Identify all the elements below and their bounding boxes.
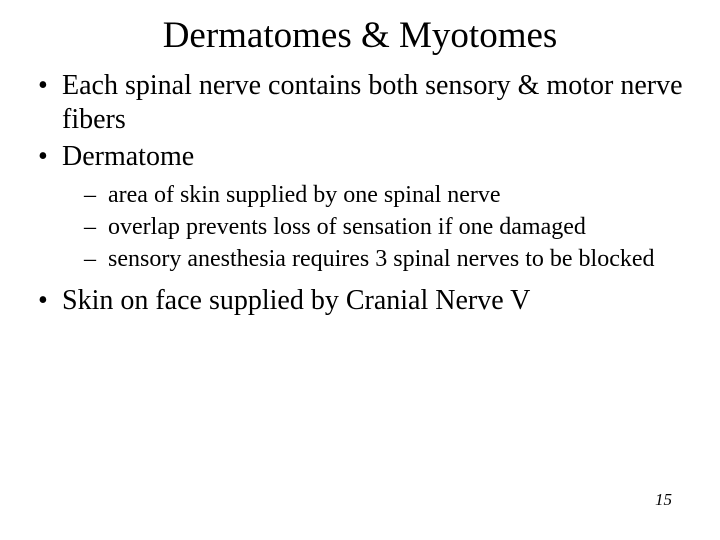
page-number: 15 <box>655 490 672 510</box>
bullet-item: Skin on face supplied by Cranial Nerve V <box>34 284 690 318</box>
bullet-text: Dermatome <box>62 141 194 172</box>
sub-bullet-item: area of skin supplied by one spinal nerv… <box>82 180 690 210</box>
bullet-item: Dermatome area of skin supplied by one s… <box>34 140 690 274</box>
sub-bullet-list: area of skin supplied by one spinal nerv… <box>82 180 690 274</box>
slide-title: Dermatomes & Myotomes <box>0 0 720 69</box>
sub-bullet-item: overlap prevents loss of sensation if on… <box>82 212 690 242</box>
bullet-item: Each spinal nerve contains both sensory … <box>34 69 690 136</box>
sub-bullet-item: sensory anesthesia requires 3 spinal ner… <box>82 244 690 274</box>
slide: Dermatomes & Myotomes Each spinal nerve … <box>0 0 720 540</box>
slide-content: Each spinal nerve contains both sensory … <box>0 69 720 317</box>
bullet-list: Each spinal nerve contains both sensory … <box>34 69 690 317</box>
